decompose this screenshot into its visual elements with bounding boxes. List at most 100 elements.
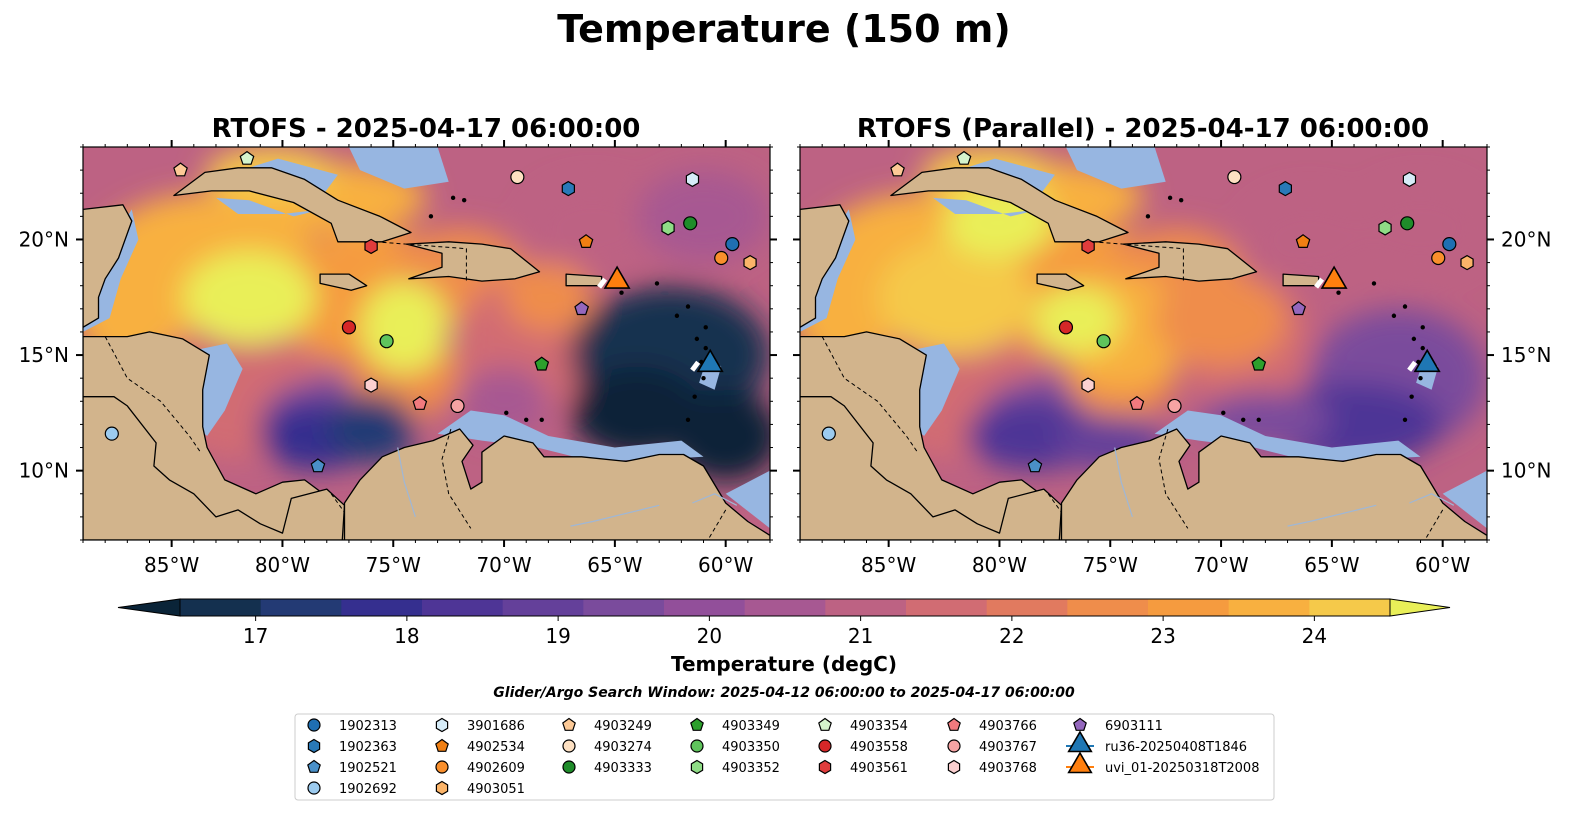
lon-tick-label: 80°W	[972, 553, 1027, 577]
colorbar-tick-label: 24	[1302, 624, 1327, 648]
map-area[interactable]	[72, 112, 781, 540]
legend-entry: 4903767	[947, 739, 1037, 755]
float-marker	[364, 377, 378, 393]
float-marker	[1400, 216, 1415, 231]
lat-tick-label: 20°N	[19, 227, 69, 251]
lon-tick-label: 85°W	[144, 553, 199, 577]
colorbar-tick-label: 20	[697, 624, 722, 648]
float-marker	[104, 426, 119, 441]
glider-marker	[1413, 348, 1441, 373]
lat-tick-label: 10°N	[1501, 459, 1551, 483]
float-marker	[379, 334, 394, 349]
float-marker	[561, 180, 576, 197]
legend-label: 4902534	[467, 740, 525, 755]
legend-label: 4902609	[467, 761, 525, 776]
float-marker	[1058, 320, 1074, 335]
float-marker	[574, 301, 590, 316]
float-marker	[450, 398, 465, 414]
float-marker	[1251, 356, 1267, 371]
colorbar-tick-label: 19	[545, 624, 570, 648]
legend-entry: 4902609	[435, 760, 525, 776]
legend-marker	[562, 739, 576, 753]
legend-entry: 4903558	[818, 739, 908, 755]
float-marker	[310, 458, 326, 473]
glider-track	[597, 277, 608, 289]
glider-marker	[696, 348, 724, 373]
colorbar-tick-label: 17	[243, 624, 268, 648]
legend-marker	[562, 717, 576, 731]
legend-marker	[307, 759, 321, 773]
search-window-note: Glider/Argo Search Window: 2025-04-12 06…	[493, 685, 1075, 701]
lat-tick-label: 20°N	[1501, 227, 1551, 251]
legend-entry: 1902692	[307, 781, 397, 797]
legend-entry: 4903350	[690, 739, 780, 755]
legend-marker	[435, 717, 449, 733]
float-marker	[1081, 377, 1095, 393]
legend-marker	[690, 759, 704, 775]
float-marker	[1460, 254, 1474, 271]
legend-label: 4903333	[594, 761, 652, 776]
map-area[interactable]	[789, 112, 1487, 540]
colorbar-segment	[180, 599, 262, 616]
legend-entry: 4903354	[818, 717, 908, 734]
float-marker	[1096, 334, 1111, 349]
float-marker	[364, 238, 378, 255]
lat-tick-label: 15°N	[1501, 343, 1551, 367]
legend-label: 4903558	[850, 740, 908, 755]
float-marker	[1227, 169, 1242, 185]
legend-entry: uvi_01-20250318T2008	[1066, 751, 1259, 776]
map-frame	[799, 146, 1488, 541]
colorbar-extend-high	[1389, 598, 1451, 617]
float-marker	[173, 162, 188, 177]
colorbar-tick-label: 22	[999, 624, 1024, 648]
float-marker	[661, 220, 675, 236]
legend-label: 4903350	[722, 740, 780, 755]
legend-label: ru36-20250408T1846	[1105, 740, 1247, 755]
legend-entry: 4903249	[562, 717, 652, 734]
float-marker	[1278, 180, 1293, 197]
land-layer	[83, 147, 770, 540]
float-marker	[956, 150, 972, 165]
lon-tick-label: 65°W	[587, 553, 642, 577]
legend-label: 4903767	[979, 740, 1037, 755]
legend-marker	[947, 717, 961, 731]
float-marker	[1442, 236, 1457, 252]
float-marker	[412, 395, 428, 410]
lon-tick-label: 75°W	[366, 553, 421, 577]
float-marker	[714, 250, 729, 266]
map-panel-operational: RTOFS - 2025-04-17 06:00:00 85°W 80°W 75°W…	[19, 112, 781, 577]
legend-marker	[947, 759, 961, 775]
lon-tick-label: 85°W	[861, 553, 916, 577]
colorbar-segment	[502, 599, 584, 616]
colorbar: 17 18 19 20 21 22 23 24	[117, 598, 1451, 648]
legend-marker	[818, 759, 832, 775]
float-marker	[1167, 398, 1182, 414]
panel-title: RTOFS - 2025-04-17 06:00:00	[212, 114, 641, 144]
legend-label: uvi_01-20250318T2008	[1105, 761, 1259, 776]
float-marker	[1431, 250, 1446, 266]
float-markers	[104, 150, 757, 473]
legend: 1902313 1902363 1902521 1902692 3901686 49025…	[294, 713, 1275, 801]
float-marker	[239, 150, 255, 165]
legend-marker	[307, 718, 321, 732]
legend-marker	[690, 739, 704, 753]
lon-tick-label: 65°W	[1304, 553, 1359, 577]
glider-track	[690, 360, 701, 372]
legend-marker	[690, 717, 704, 731]
glider-track	[1407, 360, 1418, 372]
legend-marker	[435, 738, 449, 752]
float-marker	[1295, 234, 1311, 248]
colorbar-segment	[1067, 599, 1149, 616]
legend-label: 4903249	[594, 719, 652, 734]
legend-entry: 1902313	[307, 718, 397, 734]
float-marker	[821, 426, 836, 441]
legend-label: 4903766	[979, 719, 1037, 734]
legend-entry: 3901686	[435, 717, 525, 734]
legend-label: 4903349	[722, 719, 780, 734]
float-marker	[725, 236, 740, 252]
float-marker	[1129, 395, 1145, 410]
float-marker	[743, 254, 757, 271]
colorbar-tick-label: 18	[394, 624, 419, 648]
colorbar-segment	[1148, 599, 1230, 616]
legend-marker	[435, 760, 449, 774]
